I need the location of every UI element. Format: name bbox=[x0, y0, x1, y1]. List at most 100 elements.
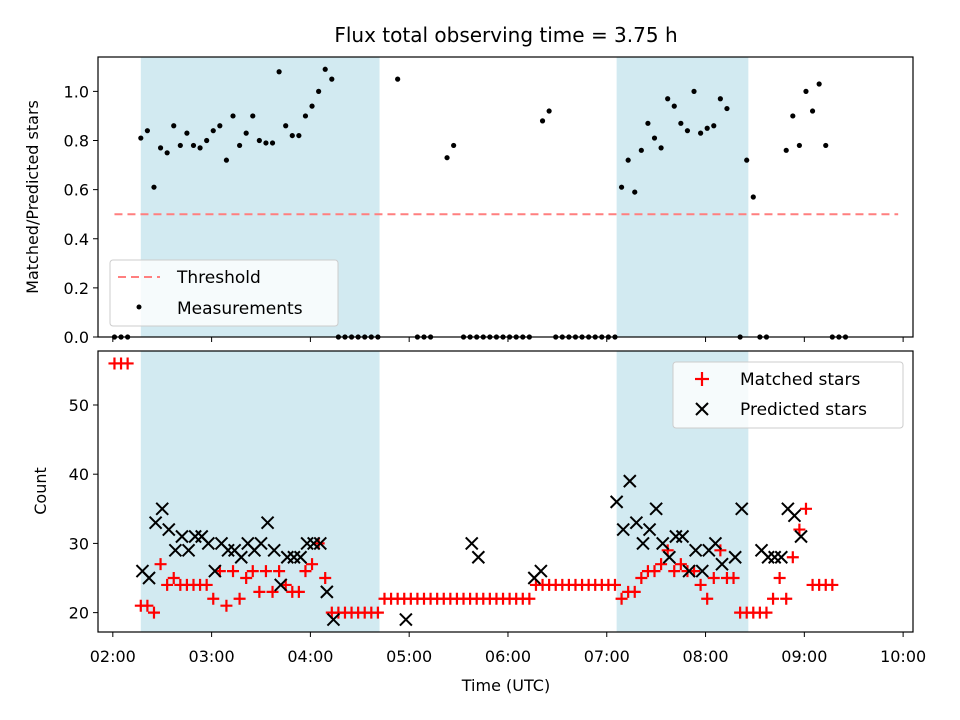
legend-predicted-label: Predicted stars bbox=[740, 400, 867, 420]
measurement-point bbox=[144, 128, 150, 134]
measurement-point bbox=[289, 132, 295, 139]
measurement-point bbox=[684, 128, 691, 134]
predicted-stars-point bbox=[201, 536, 216, 551]
predicted-stars-point bbox=[662, 550, 677, 564]
matched-stars-point bbox=[786, 551, 799, 564]
x-tick-label: 02:00 bbox=[90, 647, 136, 666]
measurement-point bbox=[395, 76, 401, 82]
ratio-y-tick-label: 0.0 bbox=[64, 328, 89, 347]
measurement-point bbox=[678, 120, 684, 126]
matched-stars-point bbox=[628, 585, 641, 598]
measurement-point bbox=[717, 96, 723, 102]
predicted-stars-point bbox=[623, 474, 637, 488]
measurement-point bbox=[322, 66, 328, 72]
measurement-point bbox=[618, 184, 625, 190]
measurement-point bbox=[711, 123, 717, 129]
matched-stars-point bbox=[259, 565, 272, 578]
measurement-point bbox=[243, 130, 249, 136]
measurement-point bbox=[184, 130, 190, 136]
predicted-stars-point bbox=[767, 550, 782, 564]
x-tick-label: 08:00 bbox=[682, 647, 728, 666]
matched-stars-point bbox=[668, 565, 681, 578]
legend-measurements-swatch bbox=[136, 304, 142, 310]
matched-stars-point bbox=[141, 599, 154, 612]
chart-title: Flux total observing time = 3.75 h bbox=[334, 23, 677, 47]
ratio-x-ticks bbox=[112, 337, 904, 342]
predicted-stars-point bbox=[695, 564, 709, 578]
matched-stars-point bbox=[648, 565, 661, 578]
measurement-point bbox=[750, 194, 756, 200]
ratio-axes-frame bbox=[97, 56, 914, 338]
ratio-legend: Threshold Measurements bbox=[109, 259, 339, 327]
predicted-stars-point bbox=[715, 557, 729, 571]
matched-stars-point bbox=[273, 565, 286, 578]
predicted-stars-point bbox=[155, 502, 169, 516]
predicted-stars-point bbox=[609, 495, 624, 509]
counts-axes-frame bbox=[97, 350, 914, 633]
legend-measurements-label: Measurements bbox=[177, 299, 303, 319]
counts-x-ticks: 02:00 03:00 04:00 05:00 06:00 07:00 08:00 09:00… bbox=[90, 632, 926, 666]
x-tick-label: 04:00 bbox=[287, 647, 333, 666]
predicted-stars-point bbox=[221, 543, 235, 558]
predicted-stars-point bbox=[208, 564, 222, 578]
measurement-point bbox=[157, 145, 164, 151]
predicted-stars-point bbox=[465, 536, 479, 551]
predicted-stars-point bbox=[168, 543, 183, 558]
legend-predicted-swatch bbox=[695, 402, 709, 416]
measurement-point bbox=[256, 137, 262, 144]
predicted-stars-point bbox=[708, 536, 723, 551]
measurement-point bbox=[724, 105, 730, 112]
ratio-y-tick-label: 1.0 bbox=[64, 82, 89, 101]
matched-stars-point bbox=[154, 558, 167, 571]
matched-stars-point bbox=[760, 606, 773, 619]
measurement-point bbox=[704, 125, 710, 131]
matched-stars-point bbox=[167, 572, 180, 585]
predicted-stars-point bbox=[787, 509, 802, 523]
matched-stars-point bbox=[707, 572, 720, 585]
predicted-stars-point bbox=[728, 550, 742, 564]
matched-stars-point bbox=[727, 572, 740, 585]
matched-stars-point bbox=[635, 572, 648, 585]
matched-stars-point bbox=[615, 592, 628, 605]
measurement-point bbox=[451, 142, 457, 149]
predicted-stars-point bbox=[148, 515, 163, 530]
predicted-stars-point bbox=[761, 550, 775, 564]
ratio-y-tick-label: 0.2 bbox=[64, 279, 89, 298]
matched-stars-point bbox=[253, 585, 266, 598]
ratio-points bbox=[111, 66, 849, 340]
matched-stars-point bbox=[306, 558, 319, 571]
measurement-point bbox=[269, 140, 276, 146]
counts-y-tick-label: 30 bbox=[69, 534, 89, 553]
matched-stars-point bbox=[523, 592, 536, 605]
matched-stars-point bbox=[147, 606, 160, 619]
predicted-stars-point bbox=[735, 502, 749, 516]
predicted-stars-point bbox=[656, 536, 670, 551]
predicted-stars-point bbox=[616, 522, 630, 537]
predicted-stars-point bbox=[629, 515, 644, 530]
predicted-stars-point bbox=[175, 529, 189, 544]
matched-stars-point bbox=[608, 578, 621, 591]
measurement-point bbox=[171, 123, 177, 129]
measurement-point bbox=[302, 113, 309, 119]
matched-stars-point bbox=[246, 565, 259, 578]
matched-stars-point bbox=[200, 578, 213, 591]
predicted-stars-point bbox=[293, 550, 308, 564]
measurement-point bbox=[625, 157, 631, 163]
counts-legend: Matched stars Predicted stars bbox=[672, 361, 904, 429]
measurement-point bbox=[250, 113, 256, 119]
measurement-point bbox=[177, 142, 183, 149]
measurement-point bbox=[823, 142, 829, 149]
measurement-point bbox=[546, 108, 552, 114]
matched-stars-point bbox=[799, 502, 812, 515]
predicted-stars-point bbox=[142, 571, 156, 585]
measurement-point bbox=[204, 137, 210, 144]
ratio-y-tick-label: 0.8 bbox=[64, 132, 89, 151]
measurement-point bbox=[197, 145, 203, 151]
predicted-stars-point bbox=[636, 536, 650, 551]
predicted-stars-point bbox=[471, 550, 486, 564]
counts-y-ticks: 20 30 40 50 bbox=[69, 396, 98, 623]
predicted-stars-point bbox=[320, 585, 334, 599]
predicted-stars-point bbox=[267, 543, 281, 558]
x-axis-label: Time (UTC) bbox=[461, 676, 550, 695]
counts-shaded-bands bbox=[140, 351, 749, 632]
